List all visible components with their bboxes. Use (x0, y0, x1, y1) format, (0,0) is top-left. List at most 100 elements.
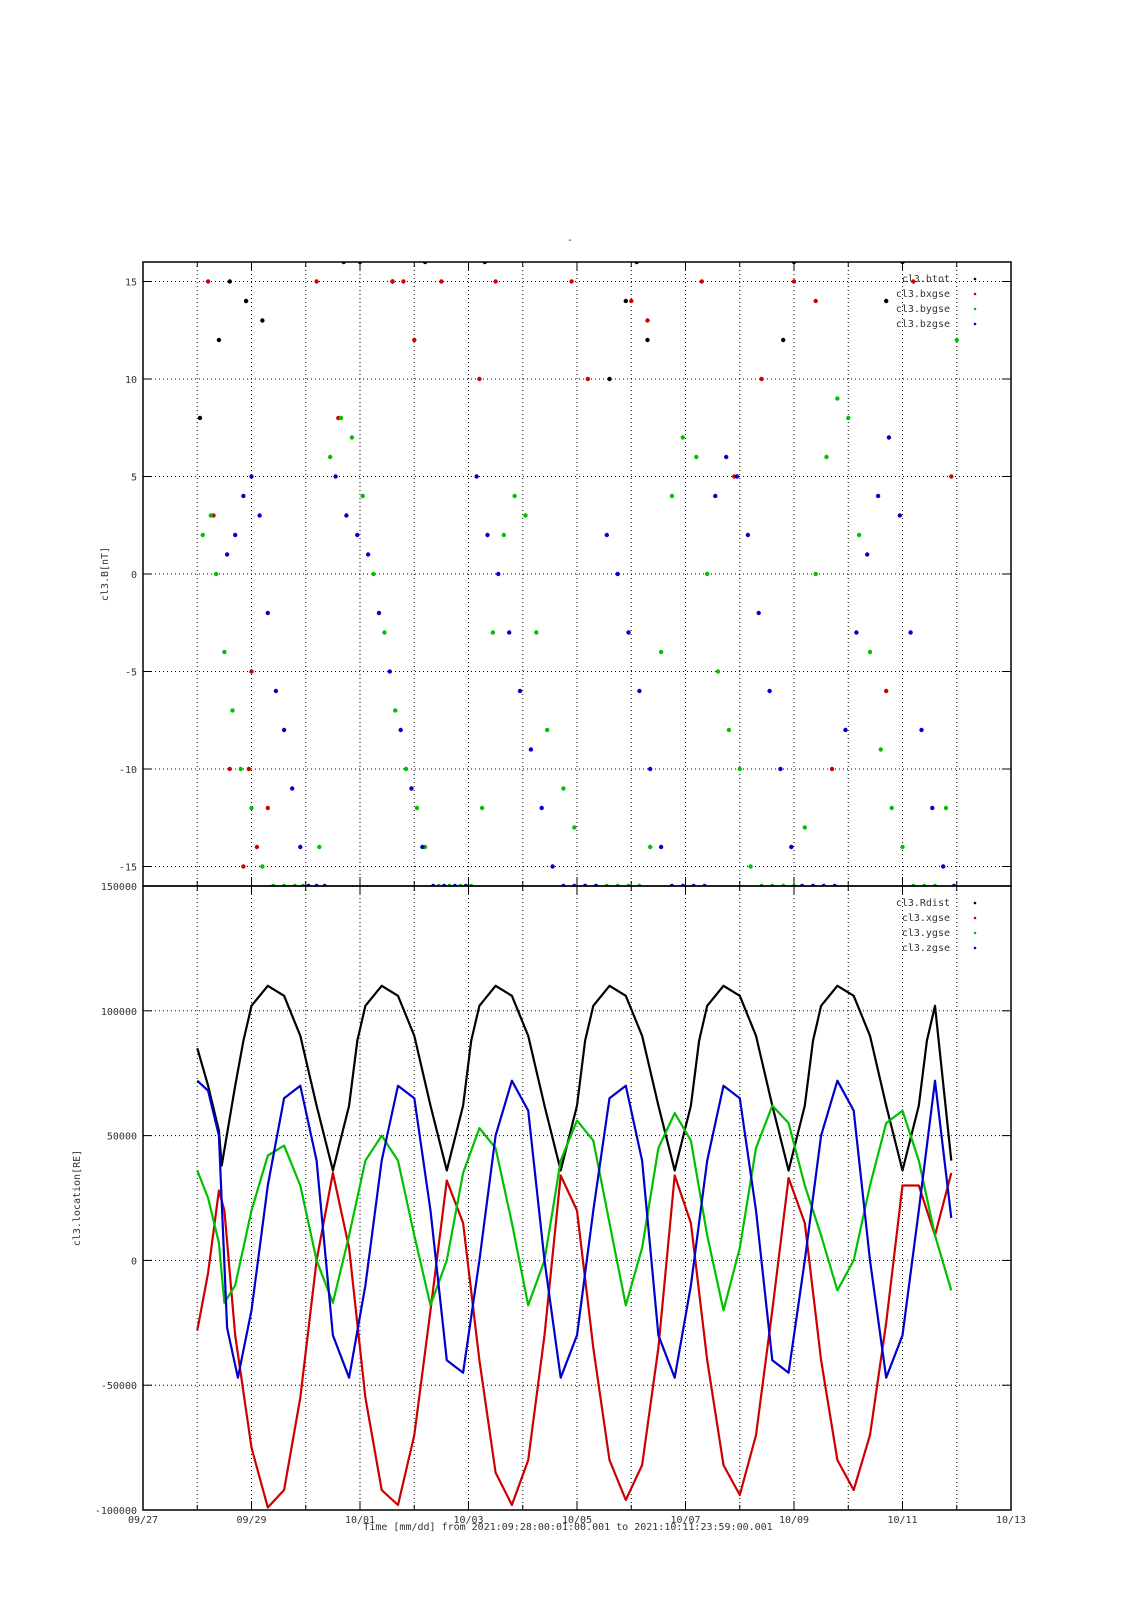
data-point (249, 474, 254, 479)
data-point (878, 747, 883, 752)
series-line (196, 1171, 953, 1509)
x-tick-label: 09/29 (236, 1515, 266, 1526)
legend-swatch (973, 931, 977, 935)
data-point (257, 513, 262, 518)
data-point (539, 805, 544, 811)
data-point (561, 786, 566, 791)
y-tick-label: 5 (131, 473, 137, 484)
y-tick-label: -50000 (101, 1381, 137, 1392)
legend-label: cl3.bygse (896, 304, 950, 315)
data-point (496, 571, 501, 577)
data-point (941, 864, 946, 869)
data-point (884, 688, 889, 694)
data-point (615, 571, 620, 577)
y-tick-label: -15 (119, 863, 137, 874)
data-point (365, 552, 371, 557)
data-point (791, 279, 797, 284)
data-point (254, 844, 260, 850)
data-point (485, 532, 490, 538)
data-point (949, 474, 954, 479)
data-point (328, 454, 333, 460)
y-tick-label: 50000 (107, 1132, 137, 1143)
data-point (474, 474, 479, 479)
data-point (227, 279, 232, 284)
data-point (344, 513, 349, 518)
data-point (387, 669, 392, 674)
data-point (534, 630, 539, 635)
data-point (230, 708, 235, 713)
data-point (824, 454, 829, 460)
legend-swatch (973, 901, 977, 905)
series-cl3-bzgse (224, 435, 957, 886)
data-point (333, 474, 338, 479)
y-tick-label: 15 (125, 278, 137, 289)
data-point (911, 279, 916, 284)
series-cl3-bxgse (205, 279, 954, 869)
data-point (493, 279, 498, 284)
data-point (360, 493, 365, 499)
data-point (680, 435, 685, 440)
data-point (919, 727, 924, 733)
data-point (756, 610, 761, 616)
data-point (889, 805, 894, 811)
data-point (371, 571, 376, 577)
data-point (648, 844, 653, 850)
legend-swatch (973, 916, 977, 920)
data-point (713, 493, 718, 499)
data-point (420, 844, 425, 850)
series-cl3-zgse (196, 1079, 953, 1379)
data-point (197, 415, 203, 421)
data-point (694, 454, 699, 460)
data-point (477, 376, 482, 382)
data-point (507, 630, 512, 635)
x-tick-label: 10/03 (453, 1515, 483, 1526)
data-point (414, 805, 420, 811)
data-point (338, 415, 344, 421)
data-point (214, 571, 219, 577)
data-point (409, 786, 414, 791)
data-point (224, 552, 230, 557)
data-point (393, 708, 398, 713)
y-tick-label: -10 (119, 765, 137, 776)
x-axis-label: Time [mm/dd] from 2021:09:28:00:01:00.00… (363, 1522, 772, 1533)
y-tick-label: 100000 (101, 1007, 137, 1018)
panel-frame (142, 885, 1012, 1511)
data-point (273, 688, 279, 694)
x-tick-label: 10/05 (562, 1515, 592, 1526)
legend-label: cl3.Rdist (896, 898, 950, 909)
data-point (249, 669, 254, 674)
data-point (886, 435, 892, 440)
y-tick-label: -5 (125, 668, 137, 679)
data-point (604, 532, 609, 538)
data-point (645, 337, 650, 343)
data-point (715, 669, 721, 674)
data-point (545, 727, 550, 733)
data-point (317, 844, 322, 850)
data-point (745, 532, 751, 538)
data-point (829, 766, 835, 772)
data-point (314, 279, 319, 284)
data-point (572, 825, 577, 830)
legend: cl3.btot cl3.bxgse cl3.bygse cl3.bzgse (896, 274, 977, 330)
data-point (669, 493, 675, 499)
data-point (767, 688, 772, 694)
y-tick-label: 150000 (101, 882, 137, 893)
data-point (854, 630, 859, 635)
x-tick-label: 10/11 (887, 1515, 917, 1526)
data-point (550, 864, 555, 869)
data-point (200, 532, 205, 538)
data-point (658, 844, 664, 850)
data-point (897, 513, 902, 518)
data-point (789, 844, 794, 850)
data-point (216, 337, 222, 343)
data-point (724, 454, 729, 460)
data-point (835, 396, 840, 401)
data-point (954, 337, 959, 343)
series-cl3-btot (197, 262, 905, 421)
data-point (265, 610, 270, 616)
y-tick-label: 10 (125, 375, 137, 386)
data-point (517, 688, 523, 694)
data-point (501, 532, 506, 538)
data-point (490, 630, 496, 635)
